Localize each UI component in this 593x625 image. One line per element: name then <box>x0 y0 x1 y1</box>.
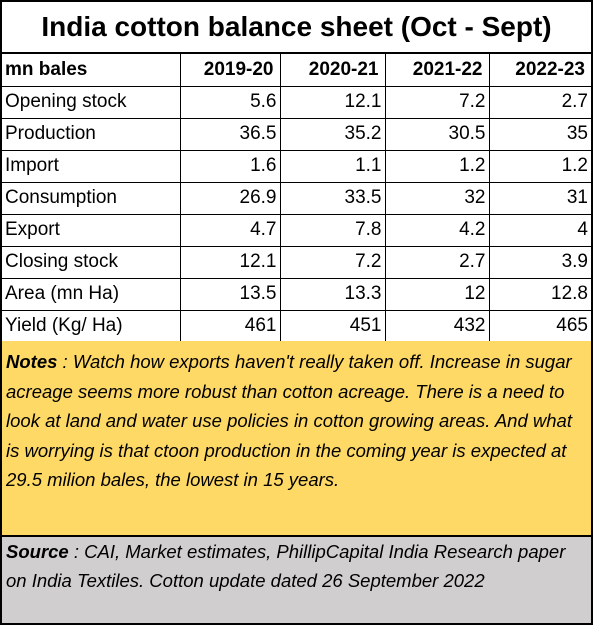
table-cell: 7.2 <box>279 245 386 279</box>
year-header: 2021-22 <box>384 54 490 87</box>
table-cell: 3.9 <box>488 245 591 279</box>
table-row: Production 36.5 35.2 30.5 35 <box>2 117 591 151</box>
table-cell: 4.2 <box>384 213 490 247</box>
table-cell: 13.3 <box>279 277 386 311</box>
table-cell: 12.8 <box>488 277 591 311</box>
source-separator: : <box>68 541 85 562</box>
table-row: Export 4.7 7.8 4.2 4 <box>2 213 591 247</box>
table-cell: 33.5 <box>279 181 386 215</box>
table-cell: 13.5 <box>179 277 281 311</box>
table-cell: 30.5 <box>384 117 490 151</box>
table-cell: 35.2 <box>279 117 386 151</box>
table-cell: 32 <box>384 181 490 215</box>
table-cell: 36.5 <box>179 117 281 151</box>
table-cell: 5.6 <box>179 85 281 119</box>
row-label: Yield (Kg/ Ha) <box>2 309 181 343</box>
source-label: Source <box>6 541 69 562</box>
table-cell: 1.1 <box>279 149 386 183</box>
table-cell: 35 <box>488 117 591 151</box>
table-cell: 12.1 <box>179 245 281 279</box>
notes-separator: : <box>57 351 73 372</box>
table-row: Yield (Kg/ Ha) 461 451 432 465 <box>2 309 591 343</box>
table-row: Area (mn Ha) 13.5 13.3 12 12.8 <box>2 277 591 311</box>
row-label: Closing stock <box>2 245 181 279</box>
row-label: Production <box>2 117 181 151</box>
table-cell: 461 <box>179 309 281 343</box>
row-label: Import <box>2 149 181 183</box>
table-cell: 7.8 <box>279 213 386 247</box>
table-cell: 1.2 <box>384 149 490 183</box>
table-cell: 451 <box>279 309 386 343</box>
table-cell: 1.2 <box>488 149 591 183</box>
table-cell: 12 <box>384 277 490 311</box>
table-cell: 465 <box>488 309 591 343</box>
table-cell: 4 <box>488 213 591 247</box>
row-label: Export <box>2 213 181 247</box>
source-box: Source : CAI, Market estimates, PhillipC… <box>2 537 591 623</box>
table-cell: 1.6 <box>179 149 281 183</box>
sheet-title: India cotton balance sheet (Oct - Sept) <box>2 2 591 54</box>
table-cell: 12.1 <box>279 85 386 119</box>
table-cell: 4.7 <box>179 213 281 247</box>
unit-header: mn bales <box>2 54 181 87</box>
row-label: Opening stock <box>2 85 181 119</box>
notes-box: Notes : Watch how exports haven't really… <box>2 341 591 537</box>
table-cell: 26.9 <box>179 181 281 215</box>
table-row: Closing stock 12.1 7.2 2.7 3.9 <box>2 245 591 279</box>
table-cell: 31 <box>488 181 591 215</box>
table-cell: 2.7 <box>488 85 591 119</box>
year-header: 2020-21 <box>279 54 386 87</box>
table-cell: 2.7 <box>384 245 490 279</box>
table-row: Import 1.6 1.1 1.2 1.2 <box>2 149 591 183</box>
notes-text: Watch how exports haven't really taken o… <box>6 351 572 490</box>
row-label: Consumption <box>2 181 181 215</box>
table-row: Consumption 26.9 33.5 32 31 <box>2 181 591 215</box>
table-cell: 7.2 <box>384 85 490 119</box>
balance-table: mn bales 2019-20 2020-21 2021-22 2022-23… <box>2 54 591 343</box>
year-header: 2022-23 <box>488 54 591 87</box>
header-row: mn bales 2019-20 2020-21 2021-22 2022-23 <box>2 54 591 87</box>
source-text: CAI, Market estimates, PhillipCapital In… <box>6 541 566 591</box>
table-cell: 432 <box>384 309 490 343</box>
year-header: 2019-20 <box>179 54 281 87</box>
table-row: Opening stock 5.6 12.1 7.2 2.7 <box>2 85 591 119</box>
notes-label: Notes <box>6 351 58 372</box>
row-label: Area (mn Ha) <box>2 277 181 311</box>
